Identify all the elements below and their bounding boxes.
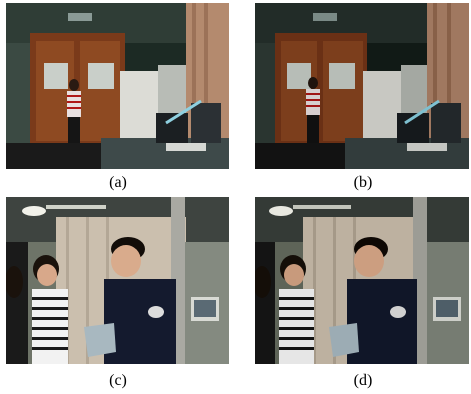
- office-scene-photo: [255, 3, 469, 169]
- caption-d: (d): [353, 372, 373, 389]
- photo-panel-b: [255, 3, 469, 169]
- caption-c: (c): [109, 372, 127, 389]
- lab-scene-photo: [6, 197, 229, 364]
- photo-panel-d: [255, 197, 469, 364]
- office-scene-photo: [6, 3, 229, 169]
- caption-a: (a): [109, 174, 127, 191]
- caption-b: (b): [353, 174, 373, 191]
- photo-panel-a: [6, 3, 229, 169]
- photo-panel-c: [6, 197, 229, 364]
- lab-scene-photo: [255, 197, 469, 364]
